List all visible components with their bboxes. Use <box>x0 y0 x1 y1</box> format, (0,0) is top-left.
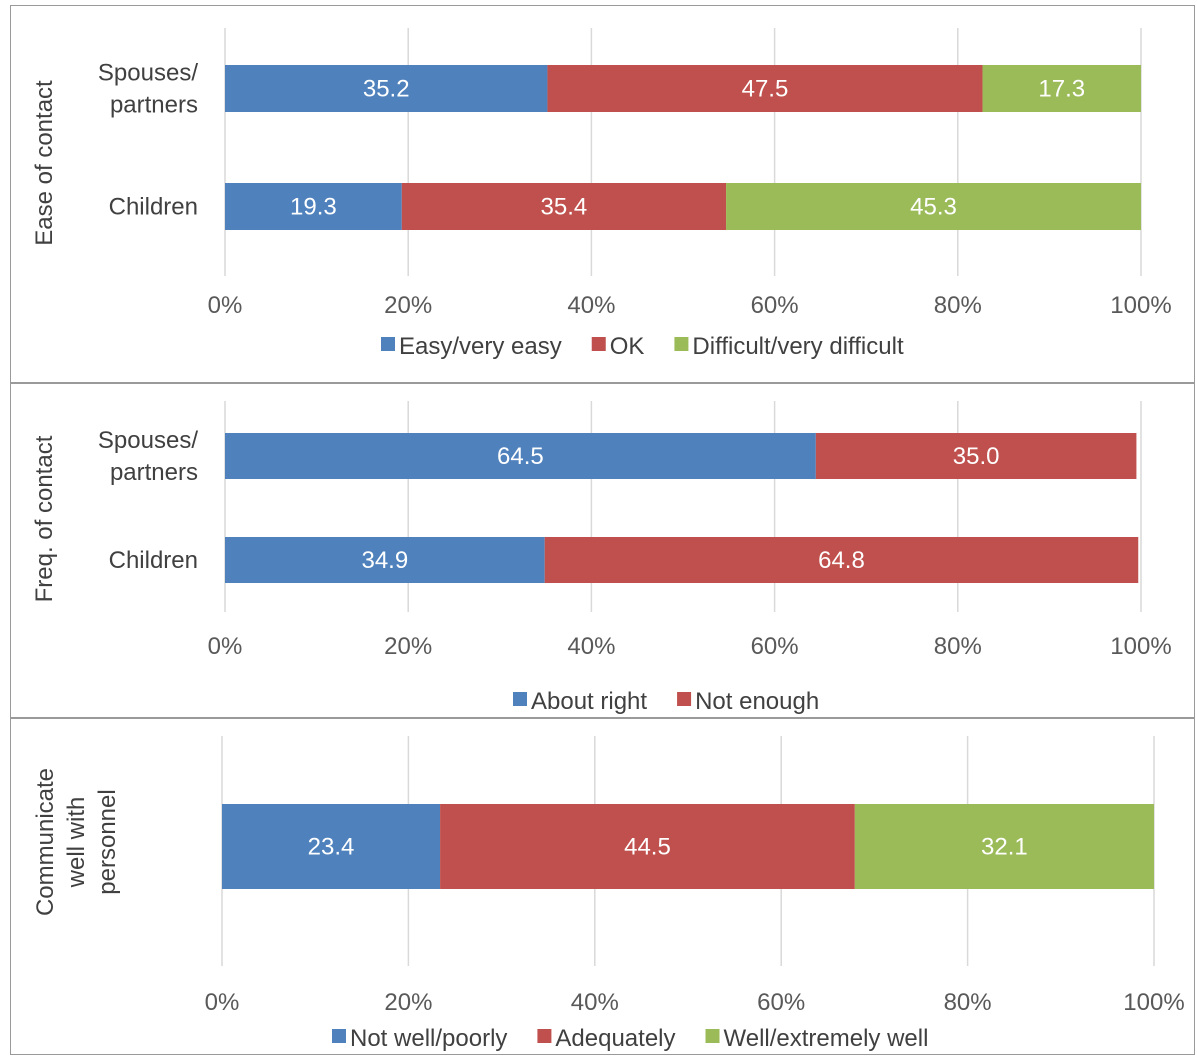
bar-segment-ok <box>547 65 983 112</box>
legend-swatch <box>513 692 527 706</box>
legend-swatch <box>381 337 395 351</box>
legend-label: Difficult/very difficult <box>692 333 904 360</box>
data-label: 35.0 <box>953 443 1000 470</box>
x-tick-label: 40% <box>567 633 615 660</box>
bar-segment-difficult-very-difficult <box>982 65 1141 112</box>
x-tick-label: 20% <box>384 633 432 660</box>
legend-swatch <box>677 692 692 706</box>
bar-segment-easy-very-easy <box>225 65 548 112</box>
data-label: 44.5 <box>624 834 671 861</box>
x-tick-label: 20% <box>384 292 432 319</box>
legend-label: Not enough <box>695 688 819 715</box>
data-label: 35.4 <box>541 194 588 221</box>
ease-of-contact-panel: 0% 20% 40% 60% 80% 100% 35.2 47.5 17.3 Spouses/pa… <box>10 5 1195 383</box>
bar-segment-adequately <box>440 804 855 889</box>
communicate-chart: 0% 20% 40% 60% 80% 100% 23.4 44.5 32.1 Communicat… <box>32 736 1185 1052</box>
category-label: Spouses/partners <box>98 427 198 486</box>
group-label: Communicate well with personnel <box>32 768 121 916</box>
bar-segment-about-right <box>225 537 545 583</box>
legend-swatch <box>705 1029 720 1043</box>
bar-segment-not-well-poorly <box>222 804 441 889</box>
data-label: 19.3 <box>290 194 337 221</box>
communicate-panel: 0% 20% 40% 60% 80% 100% 23.4 44.5 32.1 Communicat… <box>10 718 1195 1055</box>
data-label: 45.3 <box>910 194 957 221</box>
x-tick-label: 0% <box>205 989 240 1016</box>
legend-label: Not well/poorly <box>350 1025 507 1052</box>
category-label: Spouses/partners <box>98 60 198 119</box>
legend-label: About right <box>531 688 647 715</box>
legend-label: Easy/very easy <box>399 333 562 360</box>
data-label: 23.4 <box>308 834 355 861</box>
x-tick-label: 0% <box>208 633 243 660</box>
data-label: 34.9 <box>361 547 408 574</box>
x-tick-label: 40% <box>567 292 615 319</box>
x-tick-label: 100% <box>1110 633 1171 660</box>
legend-label: Adequately <box>555 1025 675 1052</box>
x-tick-label: 60% <box>751 292 799 319</box>
bar-segment-easy-very-easy <box>225 183 402 230</box>
x-tick-label: 0% <box>208 292 243 319</box>
bar-segment-well-extremely-well <box>854 804 1154 889</box>
data-label: 17.3 <box>1038 76 1085 103</box>
freq-of-contact-panel: 0% 20% 40% 60% 80% 100% 64.5 35.0 Spouses/partne… <box>10 383 1195 718</box>
data-label: 32.1 <box>981 834 1028 861</box>
x-tick-label: 80% <box>934 292 982 319</box>
x-tick-label: 40% <box>571 989 619 1016</box>
data-label: 35.2 <box>363 76 410 103</box>
legend-swatch <box>332 1029 346 1043</box>
bar-segment-difficult-very-difficult <box>726 183 1141 230</box>
bar-segment-about-right <box>225 433 816 479</box>
x-tick-label: 80% <box>944 989 992 1016</box>
legend-label: OK <box>610 333 645 360</box>
group-label: Ease of contact <box>31 80 58 246</box>
x-tick-label: 80% <box>934 633 982 660</box>
legend-label: Well/extremely well <box>724 1025 929 1052</box>
x-tick-label: 100% <box>1110 292 1171 319</box>
x-tick-label: 60% <box>751 633 799 660</box>
data-label: 47.5 <box>742 76 789 103</box>
data-label: 64.8 <box>818 547 865 574</box>
legend-swatch <box>591 337 606 351</box>
x-tick-label: 20% <box>384 989 432 1016</box>
legend-swatch <box>537 1029 552 1043</box>
category-label: Children <box>109 547 198 574</box>
group-label: Freq. of contact <box>31 435 58 602</box>
bar-segment-ok <box>401 183 727 230</box>
ease-of-contact-chart: 0% 20% 40% 60% 80% 100% 35.2 47.5 17.3 Spouses/pa… <box>31 28 1172 360</box>
bar-segment-not-enough <box>544 537 1139 583</box>
legend-swatch <box>674 337 689 351</box>
x-tick-label: 100% <box>1123 989 1184 1016</box>
category-label: Children <box>109 194 198 221</box>
data-label: 64.5 <box>497 443 544 470</box>
x-tick-label: 60% <box>757 989 805 1016</box>
bar-segment-not-enough <box>815 433 1137 479</box>
freq-of-contact-chart: 0% 20% 40% 60% 80% 100% 64.5 35.0 Spouses/partne… <box>31 401 1172 715</box>
